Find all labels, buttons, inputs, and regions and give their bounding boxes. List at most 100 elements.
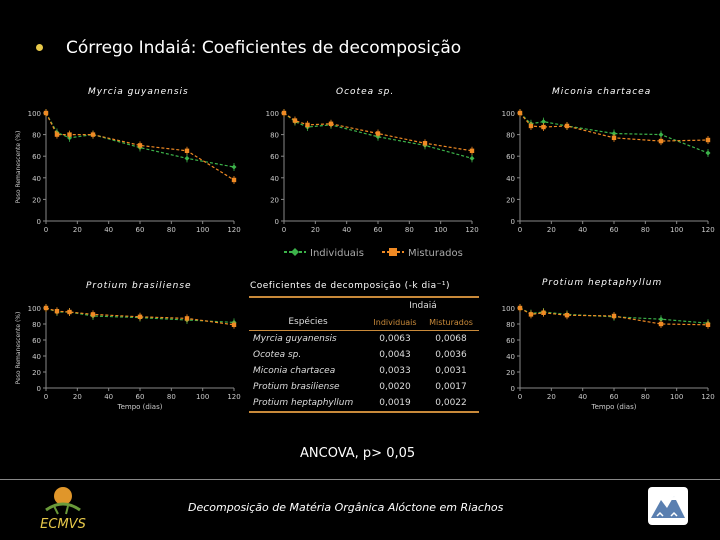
point-individuais — [184, 155, 190, 161]
x-tick-label: 0 — [44, 393, 48, 401]
point-misturados — [528, 123, 534, 129]
x-tick-label: 100 — [434, 226, 447, 234]
x-tick-label: 20 — [311, 226, 320, 234]
point-misturados — [67, 309, 72, 315]
y-tick-label: 60 — [506, 337, 515, 345]
point-misturados — [528, 312, 534, 317]
y-tick-label: 0 — [275, 218, 279, 226]
y-tick-label: 80 — [270, 132, 279, 140]
x-tick-label: 40 — [104, 226, 113, 234]
point-individuais — [231, 164, 237, 170]
y-tick-label: 100 — [28, 305, 41, 313]
point-misturados — [184, 316, 190, 321]
point-misturados — [137, 143, 143, 148]
k-misturados: 0,0031 — [435, 366, 467, 376]
point-misturados — [54, 309, 60, 314]
point-misturados — [54, 132, 60, 137]
coefficients-table: Indaiá Espécies Individuais Misturados M… — [249, 296, 479, 413]
y-tick-label: 40 — [270, 175, 279, 183]
ecmvs-logo-icon: ECMVS — [40, 487, 86, 532]
x-tick-label: 80 — [167, 226, 176, 234]
chart-legend: Individuais Misturados — [284, 248, 463, 259]
x-tick-label: 0 — [44, 226, 48, 234]
x-tick-label: 0 — [518, 393, 522, 401]
point-individuais — [469, 155, 475, 161]
chart-ocotea: 0 20 40 60 80 100 0 20 40 60 80 100 120 — [266, 109, 479, 234]
table-row: Protium heptaphyllum 0,0019 0,0022 — [249, 395, 479, 413]
point-individuais — [658, 132, 664, 138]
point-misturados — [705, 322, 711, 327]
point-misturados — [90, 312, 96, 317]
x-tick-label: 20 — [547, 393, 556, 401]
x-tick-label: 120 — [227, 393, 240, 401]
x-tick-label: 20 — [547, 226, 556, 234]
y-tick-label: 20 — [270, 196, 279, 204]
y-tick-label: 0 — [511, 385, 515, 393]
point-individuais — [611, 131, 617, 137]
slide-title: Córrego Indaiá: Coeficientes de decompos… — [66, 38, 462, 58]
species-name: Protium brasiliense — [253, 382, 340, 392]
x-tick-label: 100 — [196, 226, 209, 234]
y-tick-label: 80 — [32, 321, 41, 329]
table-row: Protium brasiliense 0,0020 0,0017 — [249, 379, 479, 395]
k-individuais: 0,0043 — [379, 350, 411, 360]
species-name: Protium heptaphyllum — [249, 395, 367, 413]
k-misturados: 0,0068 — [435, 334, 467, 344]
y-tick-label: 80 — [32, 132, 41, 140]
point-misturados — [292, 118, 298, 123]
k-misturados: 0,0022 — [423, 395, 479, 413]
x-tick-label: 60 — [136, 393, 145, 401]
panel-title-miconia: Miconia chartacea — [552, 87, 652, 97]
point-misturados — [281, 110, 287, 116]
point-misturados — [422, 141, 428, 146]
x-tick-label: 20 — [73, 226, 82, 234]
footer-divider — [0, 479, 720, 480]
logo-text: ECMVS — [40, 517, 86, 532]
y-tick-label: 20 — [506, 369, 515, 377]
x-tick-label: 40 — [578, 226, 587, 234]
x-tick-label: 100 — [196, 393, 209, 401]
x-tick-label: 60 — [610, 393, 619, 401]
point-misturados — [611, 135, 617, 141]
x-tick-label: 20 — [73, 393, 82, 401]
x-tick-label: 120 — [465, 226, 478, 234]
y-tick-label: 80 — [506, 132, 515, 140]
x-tick-label: 100 — [670, 226, 683, 234]
ufmg-logo — [647, 486, 689, 530]
species-name: Myrcia guyanensis — [253, 334, 337, 344]
point-misturados — [517, 305, 523, 311]
ancova-result: ANCOVA, p> 0,05 — [300, 446, 416, 461]
species-name: Miconia chartacea — [253, 366, 336, 376]
y-tick-label: 60 — [32, 153, 41, 161]
y-tick-label: 60 — [506, 153, 515, 161]
chart-protium-brasiliense: 0 20 40 60 80 100 0 20 40 60 80 100 120 Peso Remanesc… — [15, 304, 241, 411]
y-tick-label: 40 — [32, 175, 41, 183]
y-tick-label: 40 — [506, 353, 515, 361]
y-tick-label: 0 — [37, 218, 41, 226]
k-individuais: 0,0063 — [379, 334, 411, 344]
panel-title-myrcia: Myrcia guyanensis — [88, 87, 189, 97]
point-misturados — [658, 138, 664, 144]
point-misturados — [705, 137, 711, 143]
y-tick-label: 40 — [32, 353, 41, 361]
series-line-individuais — [45, 112, 235, 168]
point-misturados — [564, 123, 570, 129]
legend-marker-individuais — [291, 248, 299, 256]
table-col-individuais: Individuais — [367, 314, 423, 331]
point-misturados — [67, 132, 72, 137]
chart-myrcia: 0 20 40 60 80 100 0 20 40 60 80 100 120 Peso Remanesc… — [15, 109, 241, 234]
x-tick-label: 60 — [610, 226, 619, 234]
point-misturados — [541, 310, 546, 315]
table-row: Ocotea sp. 0,0043 0,0036 — [249, 347, 479, 363]
point-misturados — [517, 110, 523, 116]
x-tick-label: 40 — [578, 393, 587, 401]
y-tick-label: 100 — [266, 110, 279, 118]
table-col-species: Espécies — [249, 314, 367, 331]
point-individuais — [541, 119, 546, 125]
point-misturados — [43, 305, 49, 311]
table-row: Myrcia guyanensis 0,0063 0,0068 — [249, 331, 479, 348]
point-misturados — [375, 131, 381, 136]
k-individuais: 0,0033 — [379, 366, 411, 376]
panel-title-ocotea: Ocotea sp. — [336, 87, 395, 97]
k-individuais: 0,0019 — [367, 395, 423, 413]
